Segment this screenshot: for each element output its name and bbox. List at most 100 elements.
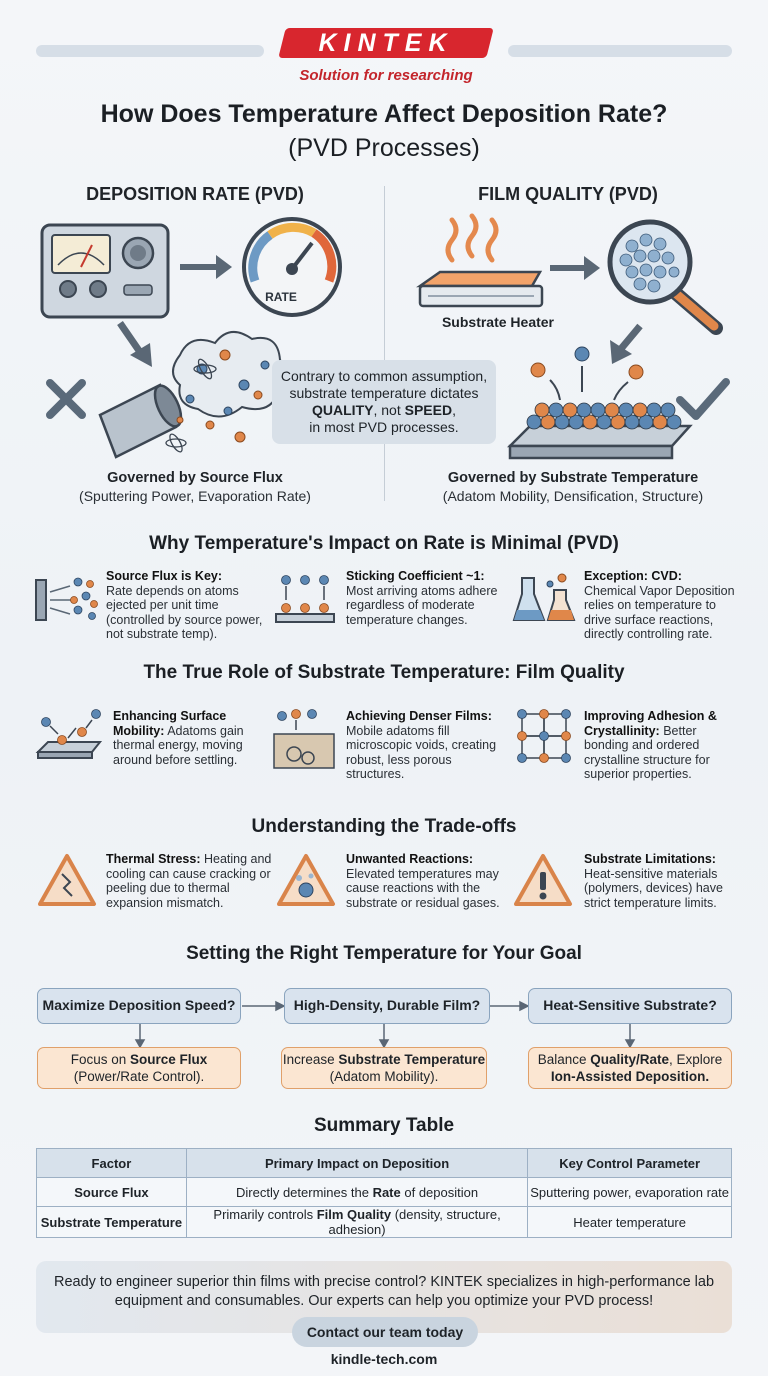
table-cell-factor: Source Flux [36,1177,187,1207]
role-item-adhesion: Improving Adhesion & Crystallinity: Bett… [584,709,744,782]
role-item-body: Mobile adatoms fill microscopic voids, c… [346,723,497,782]
table-cell-impact: Primarily controls Film Quality (density… [185,1206,529,1238]
why-title: Why Temperature's Impact on Rate is Mini… [149,533,619,554]
flow-connectors [134,1000,636,1049]
goal-question-density: High-Density, Durable Film? [284,988,490,1024]
tradeoff-head: Substrate Limitations: [584,852,716,866]
x-mark-icon [46,379,86,419]
goal-answer-pre: Focus on [70,1052,130,1067]
goal-answer-post: , Explore [669,1052,723,1067]
impact-pre: Primarily controls [213,1207,317,1222]
thermal-stress-warning-icon [38,854,96,906]
film-quality-illustration [416,213,730,460]
dense-film-icon [506,402,693,460]
website-link[interactable]: kindle-tech.com [330,1351,438,1367]
why-item-body: Rate depends on atoms ejected per unit t… [106,583,263,642]
sticking-coefficient-icon [275,575,335,623]
goal-answer-density: Increase Substrate Temperature (Adatom M… [281,1047,487,1089]
goal-answer-heat-sensitive: Balance Quality/Rate, Explore Ion-Assist… [528,1047,732,1089]
header-bar-left [36,45,264,57]
heater-label: Substrate Heater [441,314,555,330]
reaction-warning-icon [277,854,335,906]
impact-bold: Rate [372,1184,401,1200]
logo-tagline: Solution for researching [299,67,473,84]
why-item-cvd: Exception: CVD: Chemical Vapor Depositio… [584,569,744,642]
check-mark-icon [676,378,730,420]
goal-answer-line2: (Adatom Mobility). [329,1069,439,1084]
tradeoff-thermal-stress: Thermal Stress: Heating and cooling can … [106,852,274,910]
header-bar-right [508,45,732,57]
logo: KINTEK [318,29,454,57]
goal-answer-line2: Ion-Assisted Deposition. [550,1069,710,1084]
table-header-row: Factor Primary Impact on Deposition Key … [36,1148,732,1178]
right-caption: (Adatom Mobility, Densification, Structu… [442,488,704,504]
right-heading: FILM QUALITY (PVD) [478,184,658,204]
role-item-mobility: Enhancing Surface Mobility: Adatoms gain… [113,709,263,767]
goal-answer-pre: Balance [537,1052,591,1067]
goal-answer-bold: Quality/Rate [590,1052,670,1067]
role-item-head: Improving Adhesion & Crystallinity: [584,709,717,738]
substrate-heater-icon [416,270,544,308]
impact-post: of deposition [400,1184,479,1200]
table-row: Substrate Temperature Primarily controls… [36,1206,732,1238]
cvd-flask-icon [512,573,576,621]
tradeoff-body: Heat-sensitive materials (polymers, devi… [584,866,723,910]
callout-line4: in most PVD processes. [309,419,459,435]
callout-speed: SPEED [404,402,453,418]
table-header: Factor [36,1148,187,1178]
why-item-head: Source Flux is Key: [106,569,223,583]
table-cell-control: Sputtering power, evaporation rate [527,1177,732,1207]
why-item-sticking: Sticking Coefficient ~1: Most arriving a… [346,569,514,627]
left-heading: DEPOSITION RATE (PVD) [86,184,304,204]
summary-title: Summary Table [313,1115,455,1136]
power-supply-icon [40,223,170,319]
table-header: Primary Impact on Deposition [185,1148,529,1178]
column-divider [384,186,385,501]
tradeoff-head: Thermal Stress: [106,852,201,866]
why-item-body: Chemical Vapor Deposition relies on temp… [584,583,735,642]
summary-table: Factor Primary Impact on Deposition Key … [36,1148,732,1238]
goal-question-heat-sensitive: Heat-Sensitive Substrate? [528,988,732,1024]
tradeoff-substrate-limits: Substrate Limitations: Heat-sensitive ma… [584,852,744,910]
tradeoff-reactions: Unwanted Reactions: Elevated temperature… [346,852,506,910]
why-item-source-flux: Source Flux is Key: Rate depends on atom… [106,569,264,642]
left-caption: (Sputtering Power, Evaporation Rate) [79,488,311,504]
role-item-denser: Achieving Denser Films: Mobile adatoms f… [346,709,506,782]
gauge-label: RATE [265,290,297,304]
callout-quality: QUALITY [312,402,374,418]
why-item-head: Exception: CVD: [584,569,682,583]
dense-film-icon [273,709,335,769]
tradeoff-body: Elevated temperatures may cause reaction… [346,866,500,910]
role-item-head: Achieving Denser Films: [346,709,492,723]
callout-tail: , [452,402,456,418]
magnifier-icon [607,219,723,335]
goal-answer-bold: Substrate Temperature [338,1052,486,1067]
why-item-head: Sticking Coefficient ~1: [346,569,485,583]
contact-button[interactable]: Contact our team today [292,1317,478,1347]
table-cell-impact: Directly determines the Rate of depositi… [185,1177,529,1207]
callout-box: Contrary to common assumption, substrate… [272,360,496,444]
impact-pre: Directly determines the [236,1184,373,1200]
source-flux-icon [35,577,98,621]
table-header: Key Control Parameter [527,1148,732,1178]
tradeoffs-title: Understanding the Trade-offs [251,816,517,837]
goal-question-speed: Maximize Deposition Speed? [37,988,241,1024]
exclamation-warning-icon [514,854,572,906]
why-item-body: Most arriving atoms adhere regardless of… [346,583,498,627]
sputter-gun-icon [98,383,183,459]
impact-post: (density, structure, adhesion) [328,1207,501,1237]
page-subtitle: (PVD Processes) [288,134,480,162]
table-cell-control: Heater temperature [527,1206,732,1238]
goal-answer-line2: (Power/Rate Control). [73,1069,205,1084]
callout-line1: Contrary to common assumption, [280,368,488,384]
crystallinity-icon [517,709,571,763]
cta-text: Ready to engineer superior thin films wi… [53,1274,715,1309]
goal-answer-pre: Increase [282,1052,339,1067]
source-flux-illustration [40,217,342,459]
heat-icon [445,213,499,263]
role-title: The True Role of Substrate Temperature: … [143,662,625,683]
tradeoff-head: Unwanted Reactions: [346,852,474,866]
role-item-body: Adatoms gain thermal energy, moving arou… [113,723,244,767]
table-cell-factor: Substrate Temperature [36,1206,187,1238]
rate-gauge-icon [242,217,342,317]
